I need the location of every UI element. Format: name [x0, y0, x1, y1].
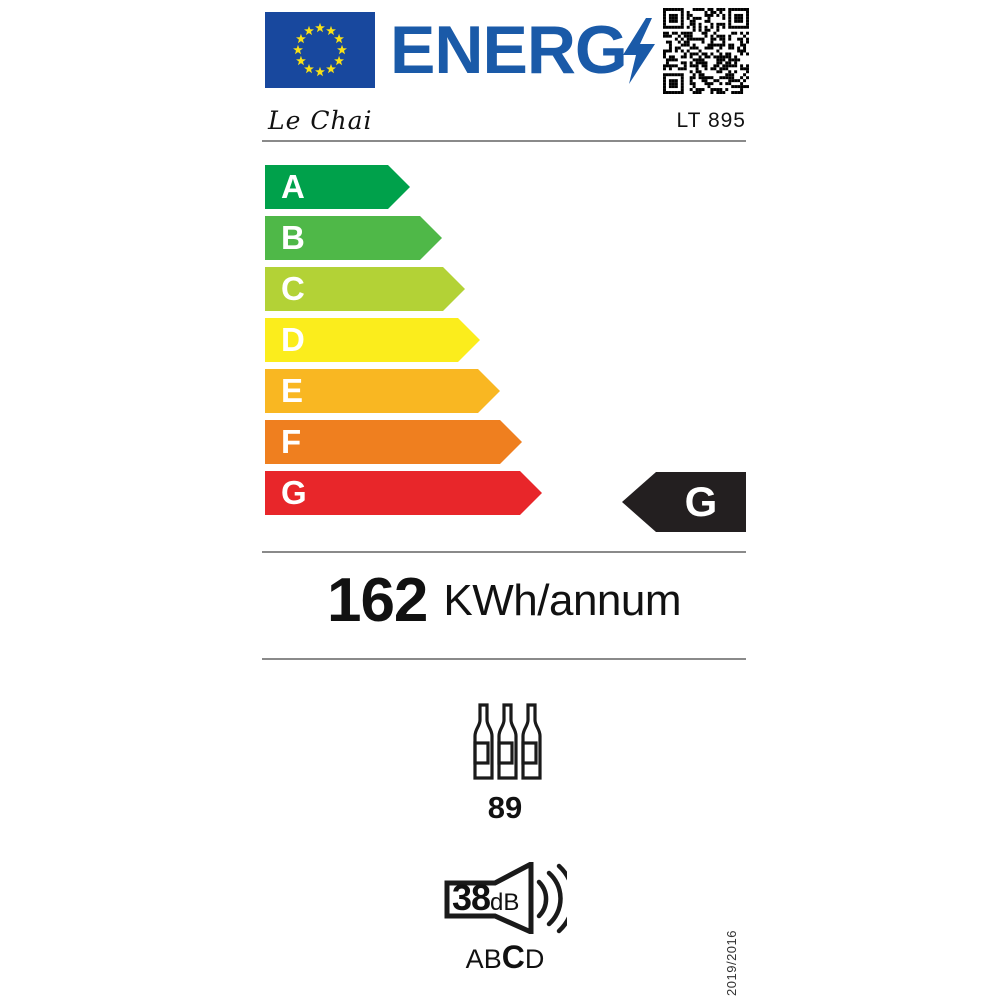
lightning-bolt-icon [619, 18, 659, 84]
divider-below-consumption [262, 658, 746, 660]
energy-class-bar-c: C [265, 267, 465, 311]
noise-class-scale: ABCD [430, 940, 580, 974]
brand-name: Le Chai [268, 106, 373, 135]
energy-consumption: 162 KWh/annum [262, 565, 746, 637]
energy-class-bar-letter: F [281, 423, 302, 460]
energy-consumption-unit: KWh/annum [443, 576, 682, 625]
energy-class-bar-g: G [265, 471, 542, 515]
regulation-reference: 2019/2016 [724, 930, 739, 996]
noise-value-group: 38dB [452, 876, 542, 920]
eu-flag-icon [265, 12, 375, 88]
energy-class-marker: G [622, 470, 746, 534]
wine-bottles-icon [468, 702, 544, 780]
noise-class-b: B [483, 944, 502, 974]
divider-above-consumption [262, 551, 746, 553]
energy-class-bar-d: D [265, 318, 480, 362]
energy-class-bar-a: A [265, 165, 410, 209]
energy-class-bar-f: F [265, 420, 522, 464]
divider-header [262, 140, 746, 142]
speaker-icon [443, 862, 567, 934]
energy-class-bar-letter: E [281, 372, 304, 409]
energy-wordmark: ENERG [390, 12, 628, 88]
energy-class-marker-letter: G [684, 478, 718, 525]
energy-consumption-value: 162 [326, 566, 428, 635]
noise-class-d: D [524, 944, 545, 974]
energy-wordmark-text: ENERG [390, 12, 628, 88]
energy-class-bar-e: E [265, 369, 500, 413]
energy-class-bar-b: B [265, 216, 442, 260]
energy-class-bar-letter: C [281, 270, 305, 307]
noise-unit: dB [490, 889, 520, 916]
energy-class-bar-letter: D [281, 321, 305, 358]
noise-class-c: C [501, 939, 525, 975]
noise-class-a: A [465, 944, 484, 974]
energy-class-bar-letter: A [281, 168, 305, 205]
noise-value: 38 [452, 877, 491, 918]
model-name: LT 895 [676, 109, 746, 132]
qr-code-icon [663, 8, 749, 94]
bottle-capacity-value: 89 [487, 790, 523, 825]
energy-class-bar-letter: G [281, 474, 307, 511]
energy-class-bar-letter: B [281, 219, 305, 256]
